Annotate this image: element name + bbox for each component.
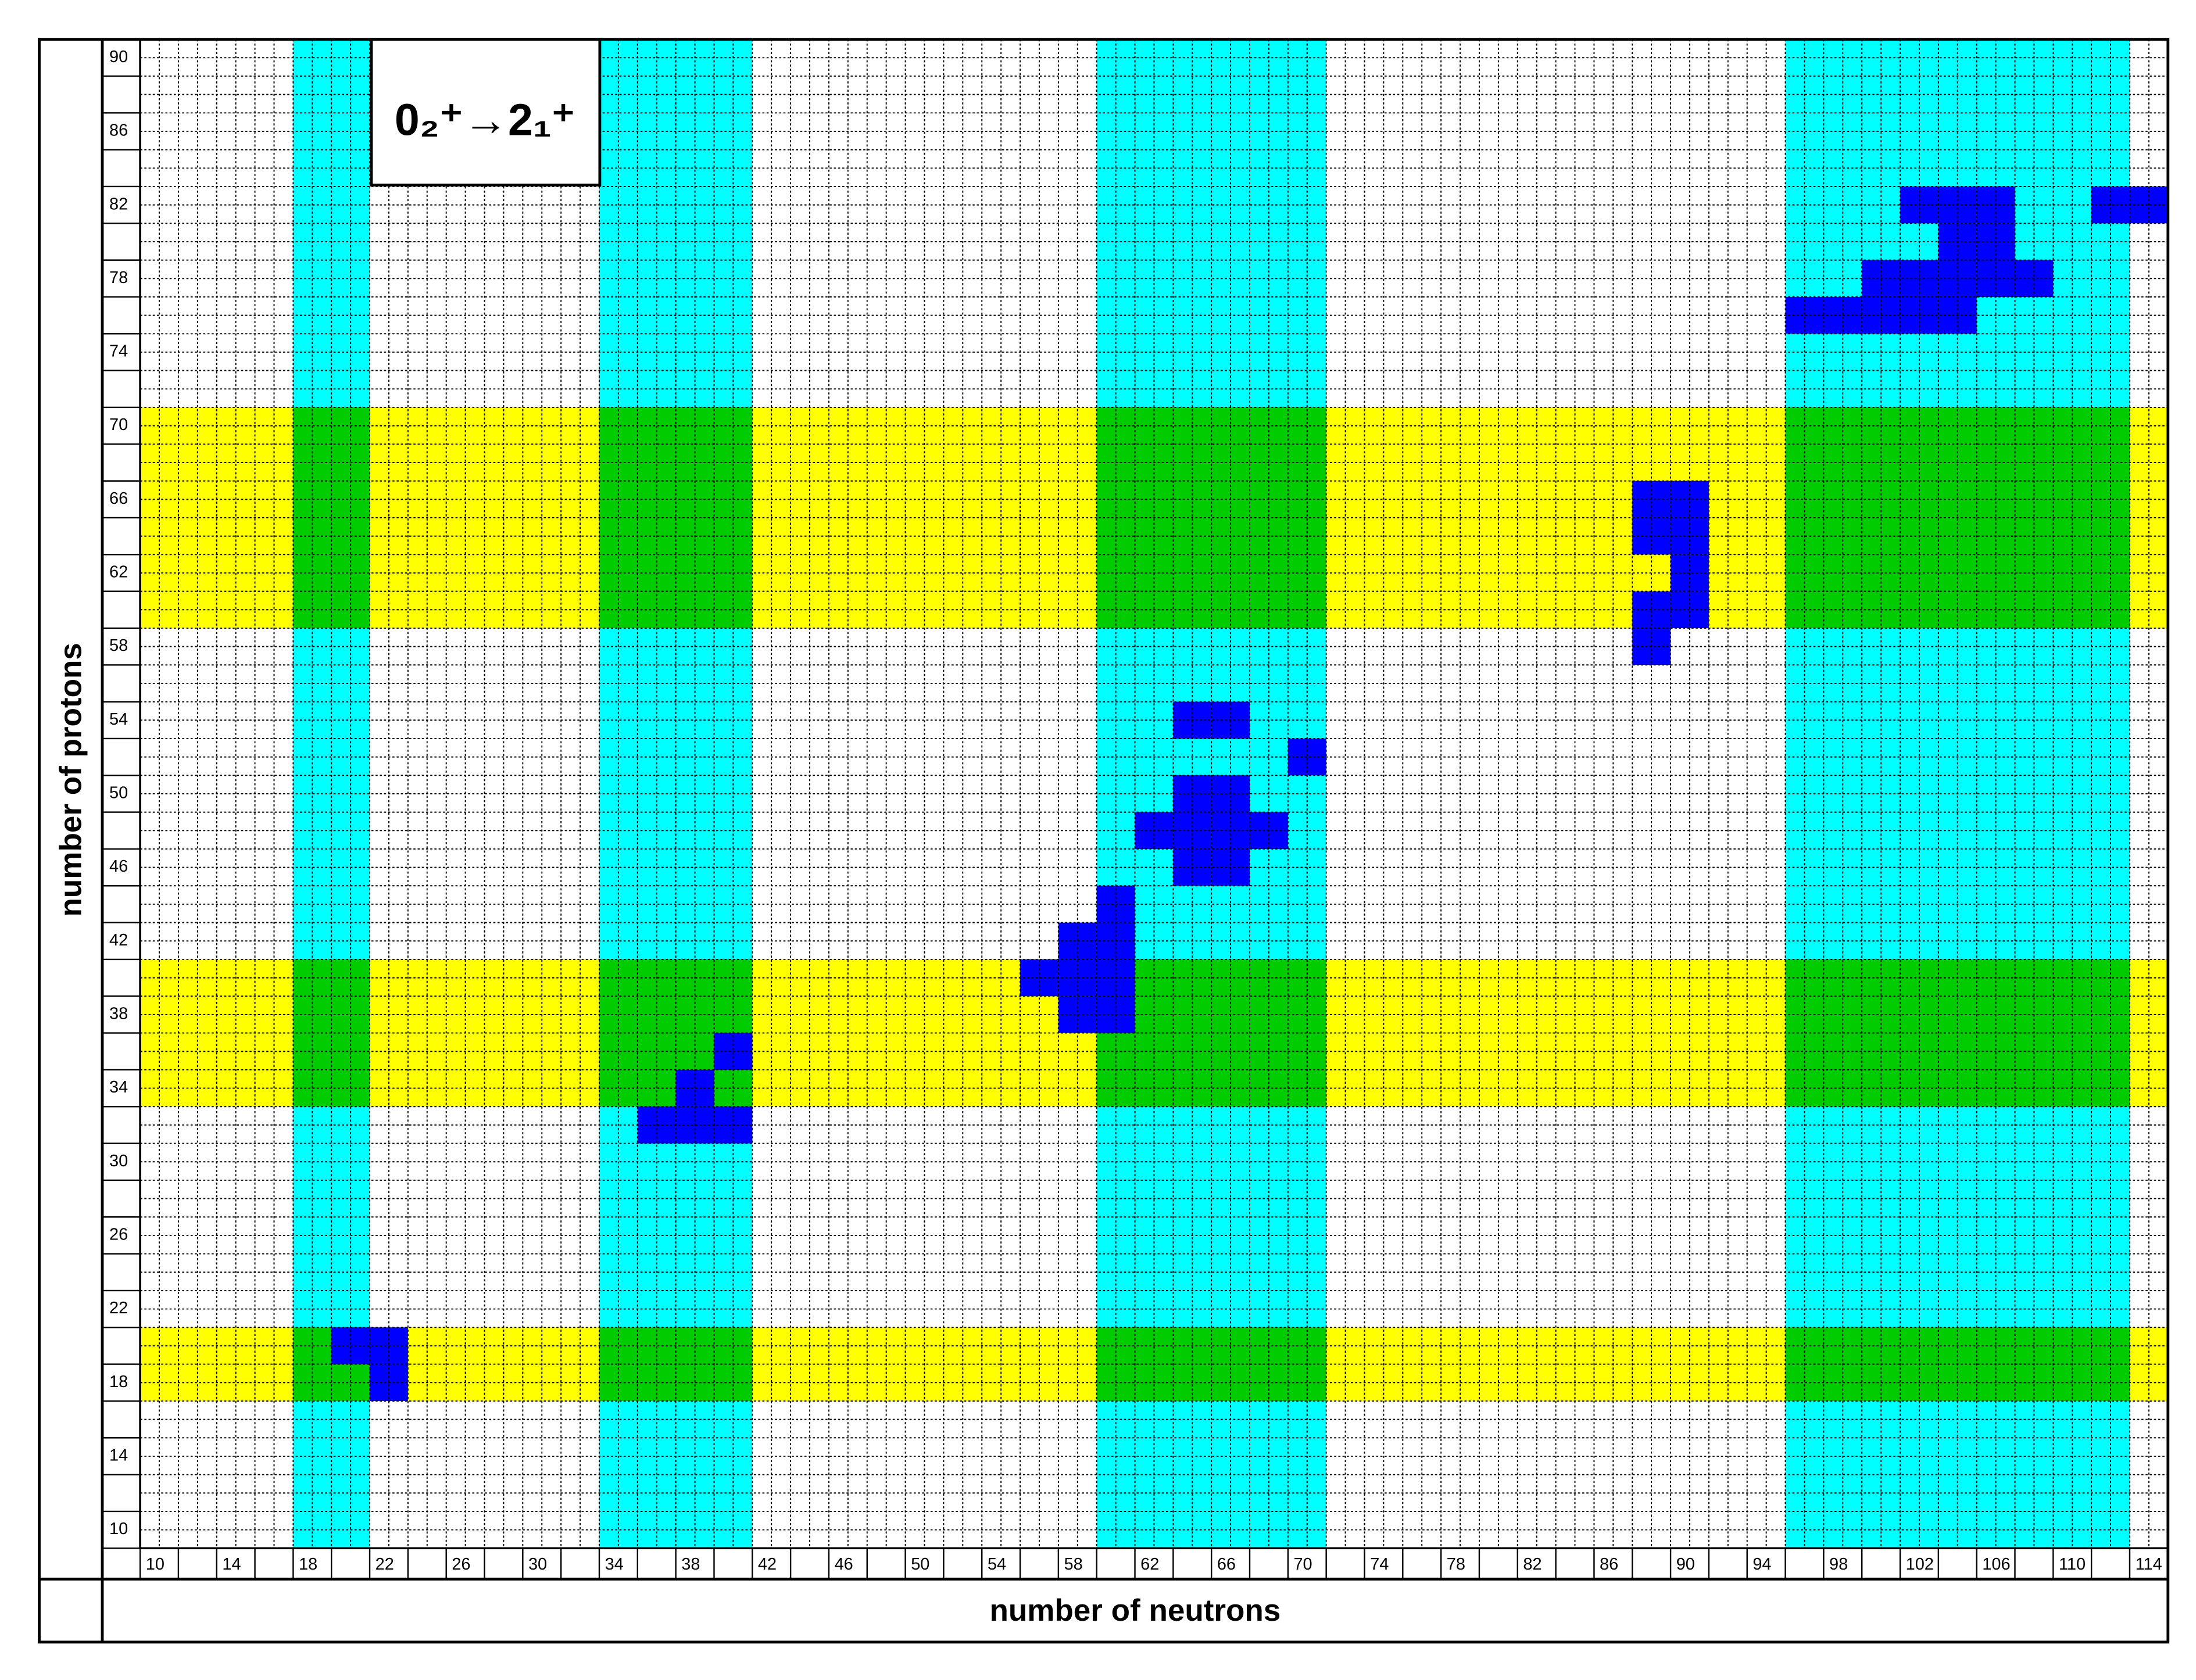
x-tick-label: 22	[375, 1555, 394, 1574]
y-tick-label: 90	[109, 48, 128, 66]
y-tick-label: 78	[109, 268, 128, 287]
x-tick-label: 26	[452, 1555, 470, 1574]
y-tick-label: 38	[109, 1005, 128, 1023]
x-tick-label: 70	[1293, 1555, 1312, 1574]
y-tick-label: 34	[109, 1078, 128, 1097]
x-tick-label: 30	[528, 1555, 547, 1574]
x-tick-label: 54	[988, 1555, 1006, 1574]
x-tick-label: 102	[1906, 1555, 1934, 1574]
x-tick-label: 14	[222, 1555, 241, 1574]
y-tick-label: 30	[109, 1152, 128, 1170]
y-tick-label: 82	[109, 195, 128, 213]
y-tick-label: 58	[109, 636, 128, 655]
y-tick-label: 74	[109, 342, 128, 361]
y-tick-label: 26	[109, 1226, 128, 1244]
x-tick-label: 50	[911, 1555, 929, 1574]
x-tick-label: 82	[1523, 1555, 1542, 1574]
y-axis-title: number of protons	[53, 643, 88, 916]
x-tick-label: 62	[1140, 1555, 1159, 1574]
nucleus-cell	[1671, 591, 1709, 628]
frame	[38, 38, 2170, 1644]
y-tick-label: 62	[109, 563, 128, 582]
x-tick-label: 78	[1447, 1555, 1465, 1574]
x-tick-label: 18	[299, 1555, 317, 1574]
y-tick-label: 54	[109, 710, 128, 729]
nucleus-cell	[1785, 296, 1824, 334]
x-axis-title: number of neutrons	[989, 1593, 1281, 1628]
nucleus-cell	[1287, 738, 1326, 776]
y-tick-label: 22	[109, 1299, 128, 1317]
x-tick-label: 66	[1217, 1555, 1236, 1574]
y-tick-label: 18	[109, 1373, 128, 1391]
y-tick-label: 10	[109, 1520, 128, 1538]
x-tick-label: 38	[681, 1555, 700, 1574]
annotation-box	[370, 38, 602, 187]
x-tick-label: 42	[758, 1555, 777, 1574]
x-tick-label: 114	[2136, 1555, 2162, 1574]
y-tick-label: 50	[109, 784, 128, 803]
y-tick-label: 42	[109, 931, 128, 950]
y-tick-label: 66	[109, 489, 128, 508]
x-tick-label: 46	[835, 1555, 853, 1574]
annotation: 0₂⁺→2₁⁺	[395, 95, 575, 145]
y-tick-label: 70	[109, 415, 128, 434]
x-tick-label: 98	[1829, 1555, 1848, 1574]
x-tick-label: 106	[1982, 1555, 2010, 1574]
x-tick-label: 94	[1752, 1555, 1771, 1574]
x-tick-label: 58	[1064, 1555, 1083, 1574]
x-tick-label: 34	[605, 1555, 624, 1574]
plot: 10 14 18 22 26 30 34 38 42 46 50 54 58 62 66 70 74 78 82 86…	[38, 38, 2170, 1644]
y-tick-label: 46	[109, 857, 128, 876]
y-tick-label: 86	[109, 121, 128, 140]
x-tick-label: 90	[1676, 1555, 1695, 1574]
x-tick-label: 74	[1370, 1555, 1389, 1574]
y-tick-label: 14	[109, 1446, 128, 1465]
x-tick-label: 110	[2059, 1555, 2086, 1574]
x-tick-label: 10	[146, 1555, 164, 1574]
x-tick-label: 86	[1600, 1555, 1618, 1574]
